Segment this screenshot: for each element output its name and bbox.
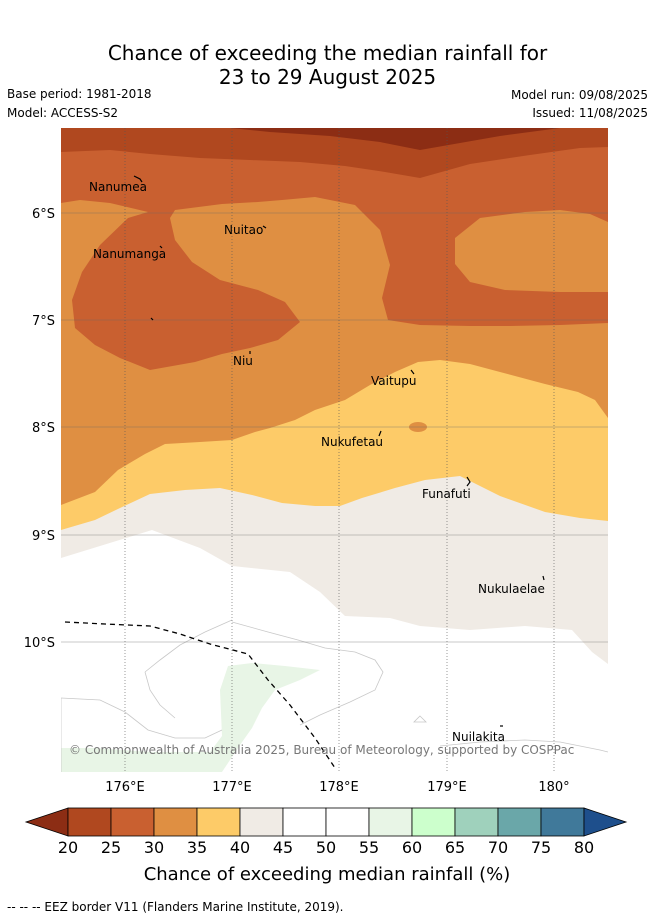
- map-title-line1: Chance of exceeding the median rainfall …: [107, 41, 548, 65]
- place-nanumea: Nanumea: [89, 180, 147, 194]
- model-name: Model: ACCESS-S2: [7, 106, 119, 120]
- issued-date: Issued: 11/08/2025: [532, 106, 648, 120]
- colorbar-segment: [411, 807, 456, 837]
- colorbar-tick-label: 50: [316, 838, 336, 857]
- lat-label-8s: 8°S: [32, 421, 55, 436]
- colorbar-tick-label: 75: [531, 838, 551, 857]
- colorbar-tick-label: 25: [101, 838, 121, 857]
- map-title-line2: 23 to 29 August 2025: [218, 65, 437, 89]
- colorbar-title: Chance of exceeding median rainfall (%): [144, 864, 511, 885]
- map-title: Chance of exceeding the median rainfall …: [0, 41, 655, 89]
- colorbar-tick-label: 80: [574, 838, 594, 857]
- graticule: [124, 128, 555, 772]
- colorbar-tick-label: 60: [402, 838, 422, 857]
- lon-label-178e: 178°E: [319, 780, 359, 795]
- longitude-labels: 176°E 177°E 178°E 179°E 180°: [105, 780, 569, 795]
- lat-label-9s: 9°S: [32, 529, 55, 544]
- colorbar-segment: [368, 807, 413, 837]
- colorbar-segment: [540, 807, 585, 837]
- colorbar-tick-label: 55: [359, 838, 379, 857]
- colorbar-segment: [497, 807, 542, 837]
- colorbar-tick-label: 30: [144, 838, 164, 857]
- place-nukufetau: Nukufetau: [321, 435, 383, 449]
- colorbar: 20 25 30 35 40 45 50 55 60 65 70 75 80: [24, 807, 628, 857]
- lon-label-180: 180°: [538, 780, 569, 795]
- copyright-notice: © Commonwealth of Australia 2025, Bureau…: [69, 743, 574, 757]
- place-vaitupu: Vaitupu: [371, 374, 417, 388]
- lon-label-179e: 179°E: [427, 780, 467, 795]
- colorbar-extend-high: [583, 807, 628, 837]
- colorbar-segment: [282, 807, 327, 837]
- place-niu: Niu: [233, 354, 253, 368]
- lon-label-177e: 177°E: [212, 780, 252, 795]
- colorbar-tick-label: 70: [488, 838, 508, 857]
- lat-label-10s: 10°S: [24, 636, 55, 651]
- latitude-labels: 6°S 7°S 8°S 9°S 10°S: [24, 207, 55, 651]
- colorbar-tick-label: 65: [445, 838, 465, 857]
- model-run: Model run: 09/08/2025: [510, 88, 648, 102]
- colorbar-segment: [239, 807, 284, 837]
- place-nuilakita: Nuilakita: [452, 730, 505, 744]
- colorbar-extend-low: [24, 807, 69, 837]
- place-nukulaelae: Nukulaelae: [478, 582, 545, 596]
- colorbar-segment: [110, 807, 155, 837]
- colorbar-tick-label: 45: [273, 838, 293, 857]
- island-shapes: [133, 175, 545, 727]
- place-labels: Nanumea Nuitao Nanumanga Niu Vaitupu Nuk…: [89, 180, 545, 744]
- probability-shading: [61, 128, 608, 772]
- colorbar-tick-label: 20: [58, 838, 78, 857]
- colorbar-segment: [454, 807, 499, 837]
- colorbar-segment: [325, 807, 370, 837]
- lat-label-6s: 6°S: [32, 207, 55, 222]
- place-nanumanga: Nanumanga: [93, 247, 166, 261]
- colorbar-tick-label: 35: [187, 838, 207, 857]
- eez-border: [64, 621, 336, 769]
- place-nuitao: Nuitao: [224, 223, 263, 237]
- colorbar-tick-label: 40: [230, 838, 250, 857]
- lon-label-176e: 176°E: [105, 780, 145, 795]
- colorbar-segment: [153, 807, 198, 837]
- lat-label-7s: 7°S: [32, 314, 55, 329]
- eez-footnote: -- -- -- EEZ border V11 (Flanders Marine…: [7, 900, 344, 914]
- place-funafuti: Funafuti: [422, 487, 471, 501]
- base-period: Base period: 1981-2018: [7, 87, 152, 101]
- colorbar-segment: [196, 807, 241, 837]
- colorbar-segment: [67, 807, 112, 837]
